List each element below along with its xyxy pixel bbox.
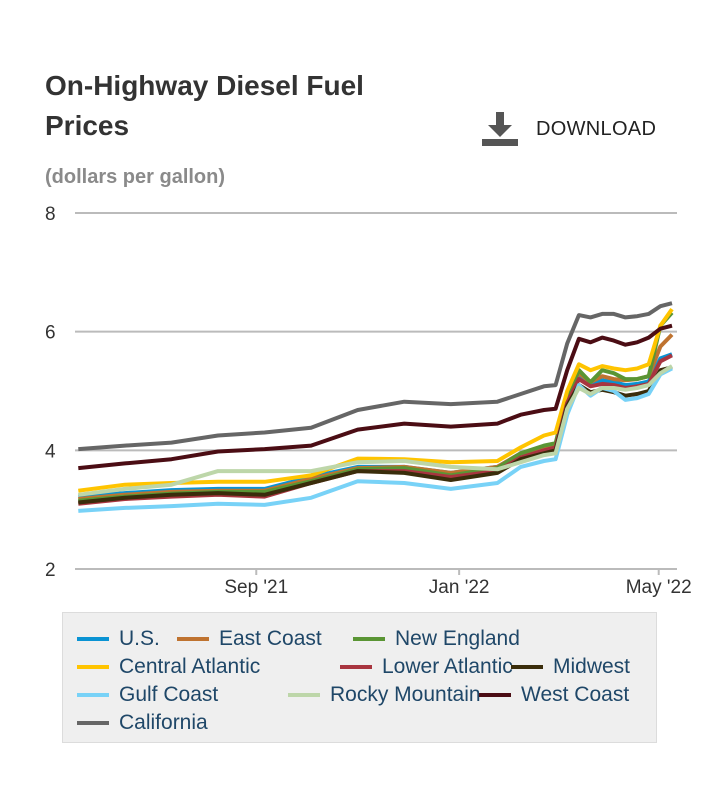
y-tick-label: 2 (45, 560, 56, 581)
series-line-central-atlantic (78, 307, 674, 493)
legend-label: California (119, 711, 208, 734)
series-line-california (78, 301, 673, 452)
legend-label: Gulf Coast (119, 683, 219, 706)
legend-label: East Coast (219, 627, 322, 650)
legend-swatch (340, 665, 372, 669)
legend: U.S. East Coast New England Central Atlanti… (62, 612, 657, 743)
legend-swatch (77, 693, 109, 697)
chart-subtitle: (dollars per gallon) (45, 166, 226, 188)
legend-swatch (77, 721, 109, 725)
legend-label: West Coast (521, 683, 630, 706)
legend-item-u-s-[interactable]: U.S. (77, 627, 160, 651)
legend-swatch (511, 665, 543, 669)
x-tick-label: Sep '21 (224, 577, 288, 598)
legend-item-central-atlantic[interactable]: Central Atlantic (77, 655, 260, 679)
x-tick-label: Jan '22 (429, 577, 490, 598)
x-tick-label: May '22 (626, 577, 692, 598)
legend-item-east-coast[interactable]: East Coast (177, 627, 322, 651)
legend-item-midwest[interactable]: Midwest (511, 655, 630, 679)
legend-swatch (288, 693, 320, 697)
legend-item-west-coast[interactable]: West Coast (479, 683, 629, 707)
series-line-west-coast (78, 323, 673, 471)
legend-swatch (479, 693, 511, 697)
legend-swatch (177, 637, 209, 641)
legend-item-rocky-mountain[interactable]: Rocky Mountain (288, 683, 481, 707)
series-line-east-coast (78, 333, 674, 501)
series-line-rocky-mountain (78, 364, 674, 497)
download-icon (482, 112, 518, 146)
legend-label: New England (395, 627, 520, 650)
y-tick-label: 8 (45, 204, 56, 225)
download-label: DOWNLOAD (536, 117, 657, 140)
legend-item-california[interactable]: California (77, 711, 208, 735)
legend-swatch (77, 665, 109, 669)
legend-label: Lower Atlantic (382, 655, 513, 678)
series-line-gulf-coast (78, 366, 673, 513)
series-line-new-england (78, 311, 674, 503)
legend-item-lower-atlantic[interactable]: Lower Atlantic (340, 655, 513, 679)
legend-label: Rocky Mountain (330, 683, 481, 706)
download-button[interactable]: DOWNLOAD (482, 112, 656, 146)
legend-item-gulf-coast[interactable]: Gulf Coast (77, 683, 218, 707)
chart-title: On-Highway Diesel Fuel Prices (45, 70, 364, 141)
legend-label: U.S. (119, 627, 160, 650)
legend-label: Midwest (553, 655, 631, 678)
legend-item-new-england[interactable]: New England (353, 627, 520, 651)
legend-swatch (353, 637, 385, 641)
y-tick-label: 6 (45, 323, 56, 344)
legend-swatch (77, 637, 109, 641)
y-tick-label: 4 (45, 441, 56, 462)
line-chart: 2 4 6 8 Sep '21 Jan '22 May '22 (45, 204, 692, 598)
legend-label: Central Atlantic (119, 655, 261, 678)
